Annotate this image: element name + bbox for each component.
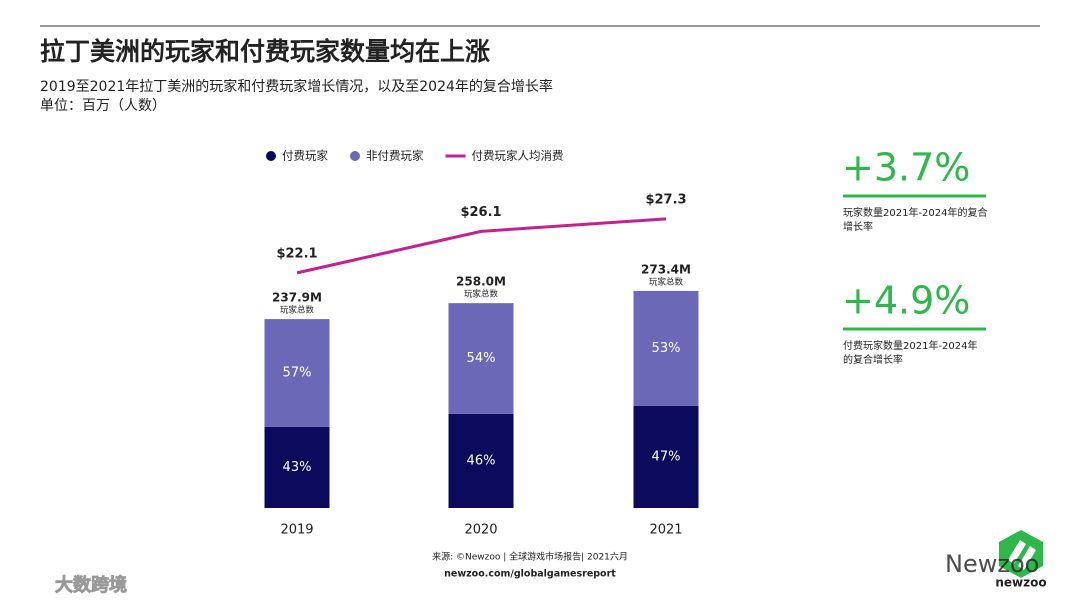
line-label: $26.1 (460, 205, 501, 220)
bar-segment (633, 290, 699, 406)
total-label: 237.9M (272, 291, 322, 305)
line (296, 217, 667, 275)
logo: newzoo (995, 530, 1047, 590)
bar-segment (264, 319, 330, 427)
x-tick-label: 2020 (464, 523, 497, 538)
logo-text: newzoo (995, 576, 1046, 590)
legend-swatch (266, 151, 276, 161)
total-caption: 玩家总数 (464, 289, 499, 300)
source-url: newzoo.com/globalgamesreport (444, 569, 616, 580)
legend-label: 非付费玩家 (366, 149, 424, 163)
segment-label: 43% (283, 460, 312, 475)
logo-hex (999, 530, 1043, 578)
unit: 单位：百万（人数） (40, 98, 166, 114)
bar-segment (633, 405, 699, 508)
x-tick-label: 2019 (280, 523, 313, 538)
watermark: 大数跨境 (55, 574, 127, 596)
highlight-caption: 付费玩家数量2021年-2024年 (843, 339, 978, 352)
watermark: Newzoo (945, 550, 1039, 578)
logo-mark (1008, 540, 1036, 570)
total-caption: 玩家总数 (649, 276, 684, 287)
total-caption: 玩家总数 (280, 305, 315, 316)
total-label: 273.4M (641, 262, 691, 276)
legend-label: 付费玩家 (282, 149, 328, 163)
source: 来源: ©Newzoo | 全球游戏市场报告| 2021六月 (432, 551, 628, 563)
bar-segment (264, 426, 330, 508)
segment-label: 53% (652, 341, 681, 356)
legend-swatch (350, 151, 360, 161)
bar-segment (448, 303, 514, 414)
highlight-caption: 的复合增长率 (843, 353, 903, 366)
total-label: 258.0M (456, 275, 506, 289)
segment-label: 46% (467, 453, 496, 468)
highlight-value: +3.7% (842, 146, 970, 190)
line-label: $27.3 (645, 192, 686, 207)
title: 拉丁美洲的玩家和付费玩家数量均在上涨 (40, 37, 490, 66)
x-tick-label: 2021 (649, 523, 682, 538)
subtitle: 2019至2021年拉丁美洲的玩家和付费玩家增长情况，以及至2024年的复合增长… (40, 78, 553, 95)
segment-label: 47% (652, 449, 681, 464)
legend-label: 付费玩家人均消费 (472, 149, 564, 163)
segment-label: 54% (467, 351, 496, 366)
line-label: $22.1 (276, 246, 317, 261)
highlight-caption: 增长率 (843, 220, 873, 233)
highlight-caption: 玩家数量2021年-2024年的复合 (843, 206, 988, 219)
bar-segment (448, 413, 514, 508)
highlight-value: +4.9% (842, 279, 970, 323)
segment-label: 57% (283, 365, 312, 380)
